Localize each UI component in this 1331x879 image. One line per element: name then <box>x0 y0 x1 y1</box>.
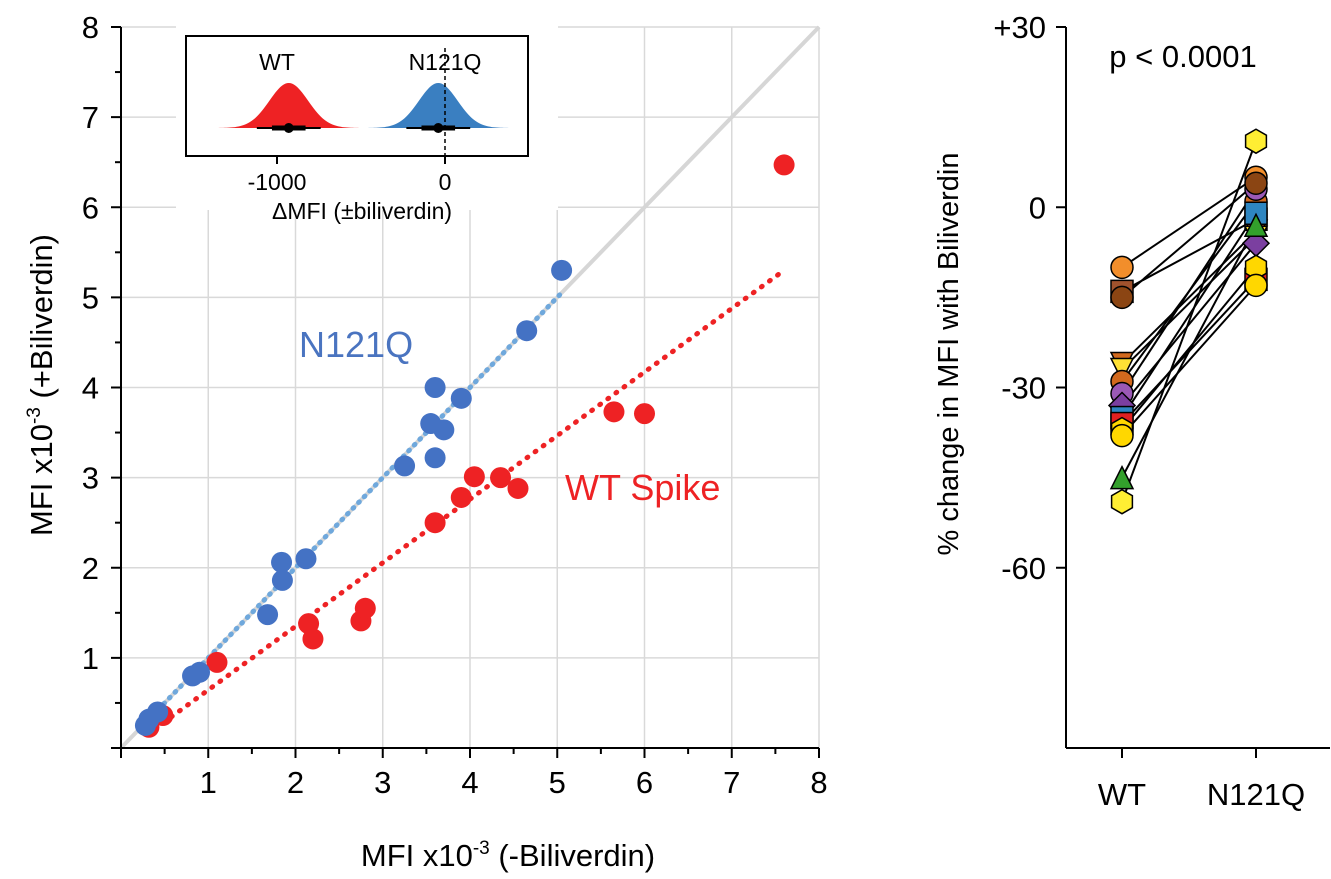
inset-wt-distribution <box>218 83 360 128</box>
y-tick-label-3: 3 <box>82 461 99 496</box>
n121q-point <box>394 455 416 477</box>
x-tick-label-2: 2 <box>287 765 304 800</box>
x-tick-label-7: 7 <box>723 765 740 800</box>
inset-n121q-mean-dot <box>433 123 444 133</box>
wt-point <box>507 477 529 499</box>
x-tick-label-5: 5 <box>549 765 566 800</box>
y-tick-label-6: 6 <box>82 190 99 225</box>
n121q-point <box>295 548 317 570</box>
paired-line <box>1121 176 1257 269</box>
wt-triangle-up-marker <box>1109 464 1135 490</box>
y-tick-label-5: 5 <box>82 280 99 315</box>
inset-tick-label-0: 0 <box>439 169 452 195</box>
inset-distribution-panel: WT N121Q -1000 0 ΔMFI (±biliverdin) <box>176 22 558 224</box>
inset-x-axis-label: ΔMFI (±biliverdin) <box>272 198 452 224</box>
y-tick-label-7: 7 <box>82 100 99 135</box>
scatter-y-axis-label: MFI x10-3 (+Biliverdin) <box>24 234 59 536</box>
scatter-x-axis-label: MFI x10-3 (-Biliverdin) <box>361 838 655 873</box>
wt-circle-marker <box>1110 423 1134 448</box>
n121q-point <box>516 320 538 342</box>
wt-point <box>206 651 228 673</box>
paired-y-tick-label: -30 <box>1001 371 1046 406</box>
scatter-axes: 1 2 3 4 5 6 7 8 1 2 3 4 5 6 7 8 <box>82 10 828 800</box>
wt-hexagon-marker <box>1110 488 1134 515</box>
n121q-point <box>271 551 293 573</box>
paired-line <box>1121 140 1257 503</box>
paired-line <box>1121 188 1257 395</box>
wt-point <box>463 466 485 488</box>
n121q-point <box>424 447 446 469</box>
paired-line <box>1121 230 1257 365</box>
wt-point <box>490 467 512 489</box>
n121q-series-label: N121Q <box>299 324 413 365</box>
n121q-point <box>257 604 279 626</box>
scatter-marks <box>134 154 795 738</box>
x-tick-label-6: 6 <box>636 765 653 800</box>
wt-point <box>302 628 324 650</box>
x-tick-label-4: 4 <box>461 765 478 800</box>
inset-tick-label-minus1000: -1000 <box>248 169 307 195</box>
inset-frame <box>185 35 529 157</box>
n121q-point <box>433 419 455 441</box>
x-tick-label-8: 8 <box>810 765 827 800</box>
paired-y-tick-label: -60 <box>1001 551 1046 586</box>
wt-series-label: WT Spike <box>565 467 720 508</box>
inset-group-label-wt: WT <box>259 49 295 75</box>
paired-line <box>1121 182 1257 299</box>
n121q-fit-line <box>144 290 565 724</box>
paired-y-tick-label: 0 <box>1029 190 1046 225</box>
paired-lines <box>1121 140 1257 503</box>
y-tick-label-1: 1 <box>82 641 99 676</box>
inset-group-label-n121q: N121Q <box>409 49 482 75</box>
wt-triangle-down-marker <box>1109 357 1135 383</box>
paired-line <box>1121 212 1257 419</box>
x-tick-label-1: 1 <box>200 765 217 800</box>
y-tick-label-8: 8 <box>82 10 99 45</box>
wt-point <box>424 512 446 534</box>
paired-line <box>1121 284 1257 437</box>
inset-background <box>176 22 558 210</box>
p-value-title: p < 0.0001 <box>1109 39 1256 74</box>
n121q-triangle-up-marker <box>1243 212 1269 238</box>
y-tick-label-4: 4 <box>82 371 99 406</box>
n121q-point <box>424 377 446 398</box>
n121q-point <box>450 387 472 409</box>
paired-line <box>1121 266 1257 431</box>
paired-line <box>1121 242 1257 407</box>
y-tick-label-2: 2 <box>82 551 99 586</box>
paired-y-tick-label: +30 <box>993 10 1046 45</box>
inset-wt-mean-dot <box>283 123 294 133</box>
n121q-point <box>551 259 573 281</box>
wt-point <box>603 401 625 423</box>
n121q-hexagon-marker <box>1244 128 1268 155</box>
wt-point <box>773 154 795 176</box>
wt-point <box>354 597 376 619</box>
x-tick-label-3: 3 <box>374 765 391 800</box>
n121q-point <box>147 701 169 723</box>
n121q-point <box>271 569 293 591</box>
paired-line <box>1121 224 1257 479</box>
n121q-circle-marker <box>1244 273 1268 298</box>
paired-y-axis-label: % change in MFI with Biliverdin <box>933 153 965 556</box>
wt-fit-line <box>144 267 787 737</box>
wt-circle-marker <box>1110 285 1134 310</box>
wt-point <box>450 486 472 508</box>
wt-circle-marker <box>1110 255 1134 280</box>
inset-n121q-distribution <box>367 83 509 128</box>
paired-markers <box>1107 128 1271 515</box>
wt-point <box>634 403 655 425</box>
paired-x-tick-label: WT <box>1098 777 1146 812</box>
paired-axes: +30 0 -30 -60 WT N121Q <box>993 10 1330 812</box>
n121q-circle-marker <box>1244 171 1268 195</box>
n121q-point <box>189 661 211 683</box>
paired-x-tick-label: N121Q <box>1207 777 1305 812</box>
paired-line <box>1121 236 1257 371</box>
